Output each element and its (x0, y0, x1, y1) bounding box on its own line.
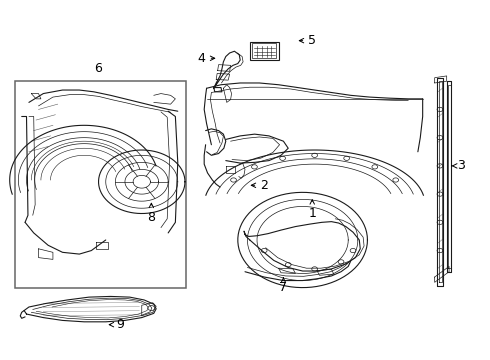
Bar (252, 44, 276, 58)
Text: 4: 4 (198, 52, 215, 65)
Text: 9: 9 (109, 318, 124, 331)
Text: 3: 3 (452, 159, 465, 172)
Text: 2: 2 (251, 179, 268, 192)
Text: 7: 7 (279, 278, 288, 294)
Text: 6: 6 (95, 62, 102, 75)
Text: 8: 8 (147, 203, 155, 224)
Text: 1: 1 (308, 200, 316, 220)
Bar (16, 81, 186, 288)
Bar (250, 42, 279, 60)
Text: 5: 5 (299, 34, 316, 47)
